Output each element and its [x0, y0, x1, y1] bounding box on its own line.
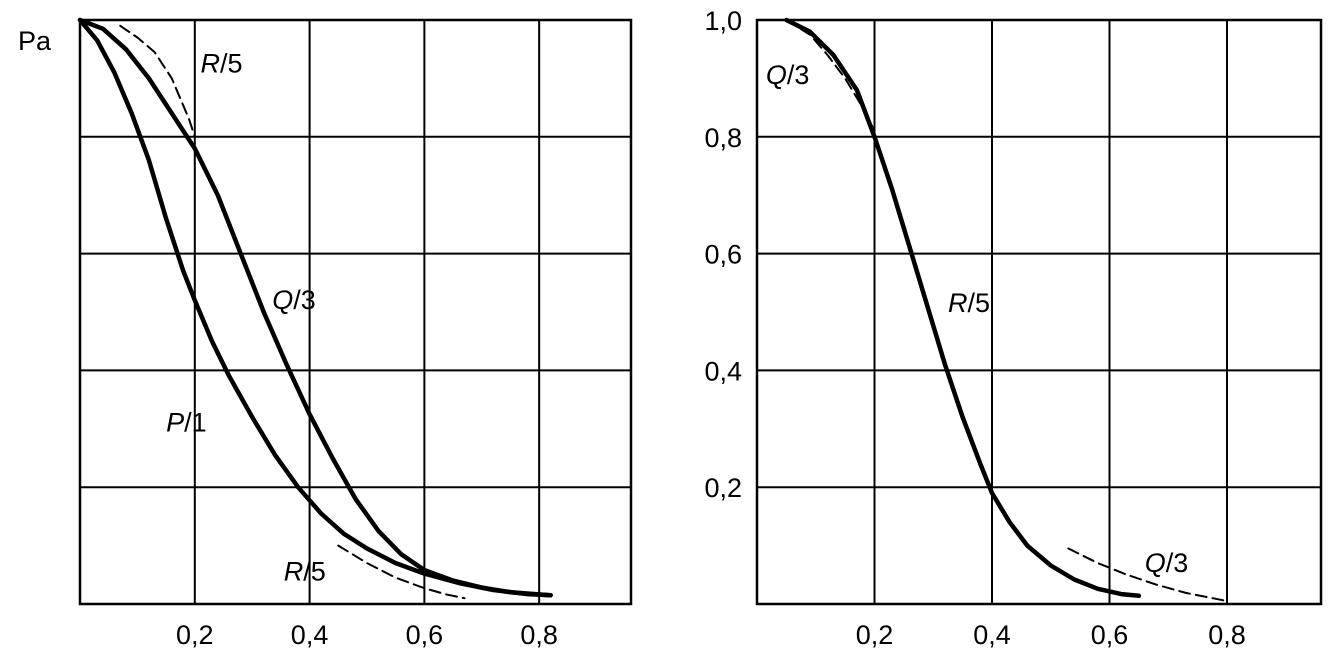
- curve-label-letter: Q: [766, 60, 787, 90]
- plot-frame: [78, 18, 633, 606]
- curve-label-letter: R: [284, 557, 304, 587]
- right-chart-panel: 0,2 0,4 0,6 0,8 0,2 0,4 0,6 0,8 1,0 Q/3 R/5 Q/3: [704, 6, 1323, 650]
- left-chart-panel: 0,2 0,4 0,6 0,8 Pa R/5 Q/3 P/1 R/5: [18, 17, 633, 650]
- curve-label-letter: Q: [272, 285, 293, 315]
- curve-label-index: /5: [967, 288, 990, 318]
- curve-label: Q/3: [766, 60, 810, 90]
- curve-label-letter: R: [948, 288, 968, 318]
- series-line-q-3: [77, 17, 553, 598]
- plot-frame: [755, 18, 1323, 606]
- curve-label: Q/3: [1145, 548, 1189, 578]
- curve-label-index: /3: [293, 285, 316, 315]
- y-tick-label: 1,0: [704, 6, 742, 36]
- x-tick-label: 0,8: [520, 620, 558, 650]
- y-tick-label: 0,4: [704, 356, 742, 386]
- x-tick-label: 0,2: [176, 620, 214, 650]
- series-line-q-3-dashed: [1067, 547, 1228, 603]
- series-line-r-5-dashed: [119, 24, 196, 138]
- y-tick-label: 0,6: [704, 240, 742, 270]
- curve-label-index: /3: [787, 60, 810, 90]
- y-tick-label: 0,2: [704, 473, 742, 503]
- curve-label-letter: Q: [1145, 548, 1166, 578]
- curve-label-index: /5: [220, 49, 243, 79]
- x-tick-label: 0,4: [291, 620, 329, 650]
- curve-label-index: /5: [303, 557, 326, 587]
- curve-label-index: /1: [184, 408, 207, 438]
- x-tick-label: 0,8: [1208, 620, 1246, 650]
- curve-label: R/5: [948, 288, 990, 318]
- curve-label: R/5: [201, 49, 243, 79]
- series-line-r-5-dashed: [337, 544, 466, 600]
- curve-label: P/1: [166, 408, 207, 438]
- x-tick-label: 0,6: [1091, 620, 1129, 650]
- series-line-q-3-dashed: [785, 19, 876, 132]
- curve-label: R/5: [284, 557, 326, 587]
- curve-label: Q/3: [272, 285, 316, 315]
- x-tick-label: 0,6: [406, 620, 444, 650]
- x-tick-label: 0,4: [973, 620, 1011, 650]
- curve-label-letter: R: [201, 49, 221, 79]
- x-tick-label: 0,2: [856, 620, 894, 650]
- y-axis-label: Pa: [18, 26, 52, 56]
- curve-label-index: /3: [1166, 548, 1189, 578]
- y-tick-label: 0,8: [704, 123, 742, 153]
- curve-label-letter: P: [166, 408, 184, 438]
- series-line-r-5: [784, 17, 1142, 599]
